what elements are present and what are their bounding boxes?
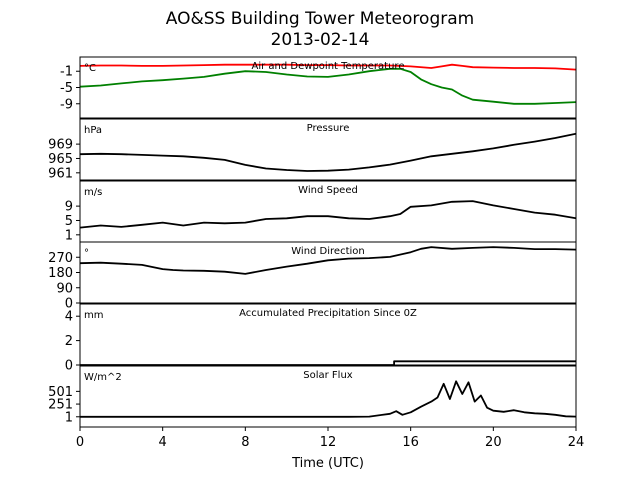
y-tick-label: 2	[65, 334, 73, 349]
y-tick-label: -1	[60, 65, 73, 80]
x-axis-label: Time (UTC)	[291, 456, 364, 471]
panel-title: Accumulated Precipitation Since 0Z	[239, 308, 417, 319]
panel-title: Wind Direction	[291, 246, 365, 257]
y-tick-label: 969	[48, 138, 73, 153]
panel-unit-label: °	[84, 248, 89, 259]
panel-5: 4 2 0 mm Accumulated Precipitation Since 0Z	[65, 303, 577, 374]
panel-background	[80, 181, 576, 242]
series-line-1	[80, 200, 576, 229]
panel-unit-label: mm	[84, 310, 103, 321]
panel-title: Wind Speed	[298, 185, 358, 196]
y-tick-label: 270	[48, 251, 73, 266]
y-tick-label: 90	[56, 281, 73, 296]
x-tick-label: 0	[76, 435, 84, 450]
panel-title: Air and Dewpoint Temperature	[252, 61, 405, 72]
panel-unit-label: °C	[84, 63, 96, 74]
panel-background	[80, 242, 576, 303]
series-line-1	[80, 360, 576, 365]
panel-unit-label: m/s	[84, 187, 102, 198]
panels: -1-5-9°C Air and Dewpoint Temperature9699…	[48, 56, 577, 428]
x-axis: 0 4 8 12 16 20 24	[76, 427, 584, 450]
panel-frame	[79, 118, 577, 181]
y-tick-label: 251	[48, 398, 73, 413]
x-tick-label: 16	[402, 435, 419, 450]
y-tick-label: 0	[65, 359, 73, 374]
y-tick-label: 0	[65, 297, 73, 312]
series-line-1	[80, 380, 576, 418]
figure-subtitle: 2013-02-14	[271, 30, 370, 50]
panel-title: Pressure	[307, 123, 350, 134]
y-tick-label: 501	[48, 385, 73, 400]
y-tick-label: 9	[65, 200, 73, 215]
y-tick-label: 961	[48, 166, 73, 181]
panel-title: Solar Flux	[303, 370, 353, 381]
figure-title: AO&SS Building Tower Meteorogram	[166, 9, 474, 29]
y-tick-label: 180	[48, 266, 73, 281]
y-tick-label: -5	[60, 81, 73, 96]
y-tick-label: 1	[65, 410, 73, 425]
series-line-2	[80, 67, 576, 105]
panel-frame	[79, 303, 577, 366]
y-tick-label: 5	[65, 214, 73, 229]
panel-3: 951 m/s Wind Speed	[65, 180, 577, 243]
x-tick-label: 4	[159, 435, 167, 450]
panel-background	[80, 304, 576, 365]
panel-unit-label: hPa	[84, 125, 102, 136]
x-tick-label: 8	[241, 435, 249, 450]
y-tick-label: 965	[48, 152, 73, 167]
x-tick-label: 12	[320, 435, 337, 450]
panel-1: -1-5-9 °C Air and Dewpoint Temperature	[60, 56, 577, 119]
x-tick-label: 20	[485, 435, 502, 450]
panel-unit-label: W/m^2	[84, 372, 122, 383]
y-tick-label: 1	[65, 228, 73, 243]
y-tick-label: 4	[65, 310, 73, 325]
x-tick-label: 24	[568, 435, 585, 450]
series-line-1	[80, 246, 576, 275]
series-line-1	[80, 63, 576, 71]
series-line-1	[80, 132, 576, 172]
y-tick-label: -9	[60, 97, 73, 112]
